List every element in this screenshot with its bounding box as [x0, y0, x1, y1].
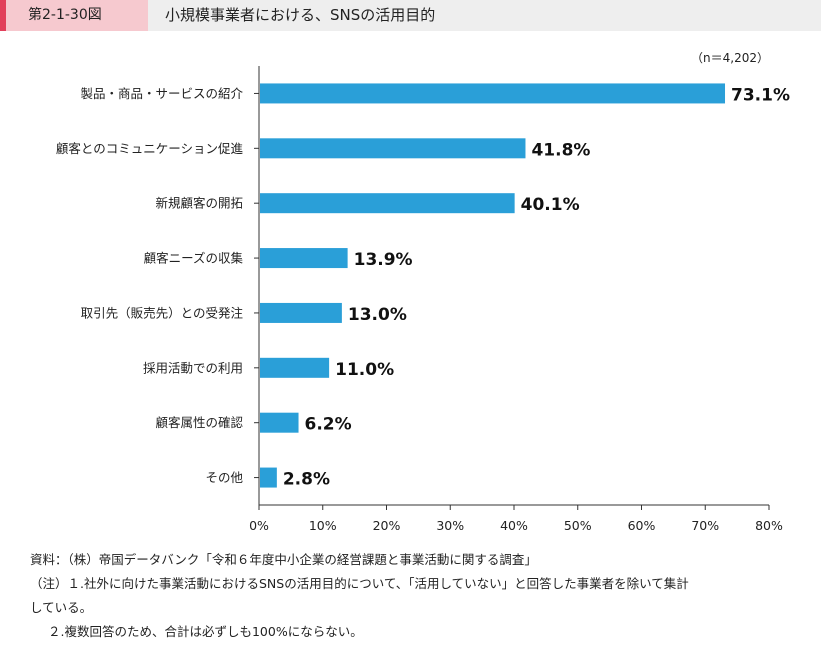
- data-label: 11.0%: [335, 360, 394, 380]
- sample-size-label: （n＝4,202）: [691, 51, 769, 65]
- x-tick-label: 70%: [691, 518, 719, 533]
- x-tick-label: 60%: [628, 518, 656, 533]
- category-label: 新規顧客の開拓: [155, 196, 243, 211]
- bar: [260, 302, 342, 323]
- bar: [260, 248, 348, 269]
- category-label: 製品・商品・サービスの紹介: [80, 86, 243, 101]
- category-label: 採用活動での利用: [143, 360, 243, 375]
- x-tick-label: 20%: [373, 518, 401, 533]
- category-label: 顧客ニーズの収集: [144, 251, 244, 266]
- x-tick-label: 10%: [309, 518, 337, 533]
- x-tick-label: 0%: [249, 518, 269, 533]
- figure-number: 第2-1-30図: [0, 0, 148, 31]
- x-tick-label: 30%: [436, 518, 464, 533]
- data-label: 6.2%: [305, 415, 352, 435]
- data-label: 41.8%: [531, 140, 590, 160]
- x-tick-label: 80%: [755, 518, 783, 533]
- note-1: （注）１.社外に向けた事業活動におけるSNSの活用目的について、「活用していない…: [30, 576, 689, 591]
- note-1-continued: している。: [30, 600, 93, 615]
- bar-chart: （n＝4,202） 0% 10% 20% 30% 40% 50% 60% 70% 80% 製品・商品…: [56, 51, 790, 533]
- data-label: 2.8%: [283, 470, 330, 490]
- bar: [260, 193, 515, 214]
- x-tick-label: 40%: [500, 518, 528, 533]
- category-label: 取引先（販売先）との受発注: [81, 305, 244, 320]
- data-label: 40.1%: [521, 195, 580, 215]
- note-2: ２.複数回答のため、合計は必ずしも100%にならない。: [48, 624, 363, 639]
- data-label: 73.1%: [731, 85, 790, 105]
- category-label: その他: [205, 470, 243, 485]
- bar: [260, 138, 526, 159]
- bar: [260, 467, 277, 488]
- data-label: 13.9%: [354, 250, 413, 270]
- bar: [260, 357, 330, 378]
- figure-header: 第2-1-30図 小規模事業者における、SNSの活用目的: [0, 0, 821, 31]
- notes: 資料：（株）帝国データバンク「令和６年度中小企業の経営課題と事業活動に関する調査…: [30, 548, 810, 644]
- x-tick-label: 50%: [564, 518, 592, 533]
- figure-title: 小規模事業者における、SNSの活用目的: [165, 6, 436, 24]
- source-note: 資料：（株）帝国データバンク「令和６年度中小企業の経営課題と事業活動に関する調査…: [30, 552, 537, 567]
- category-label: 顧客属性の確認: [155, 415, 243, 430]
- bar: [260, 83, 726, 104]
- data-label: 13.0%: [348, 305, 407, 325]
- category-label: 顧客とのコミュニケーション促進: [56, 141, 244, 156]
- bar: [260, 412, 299, 433]
